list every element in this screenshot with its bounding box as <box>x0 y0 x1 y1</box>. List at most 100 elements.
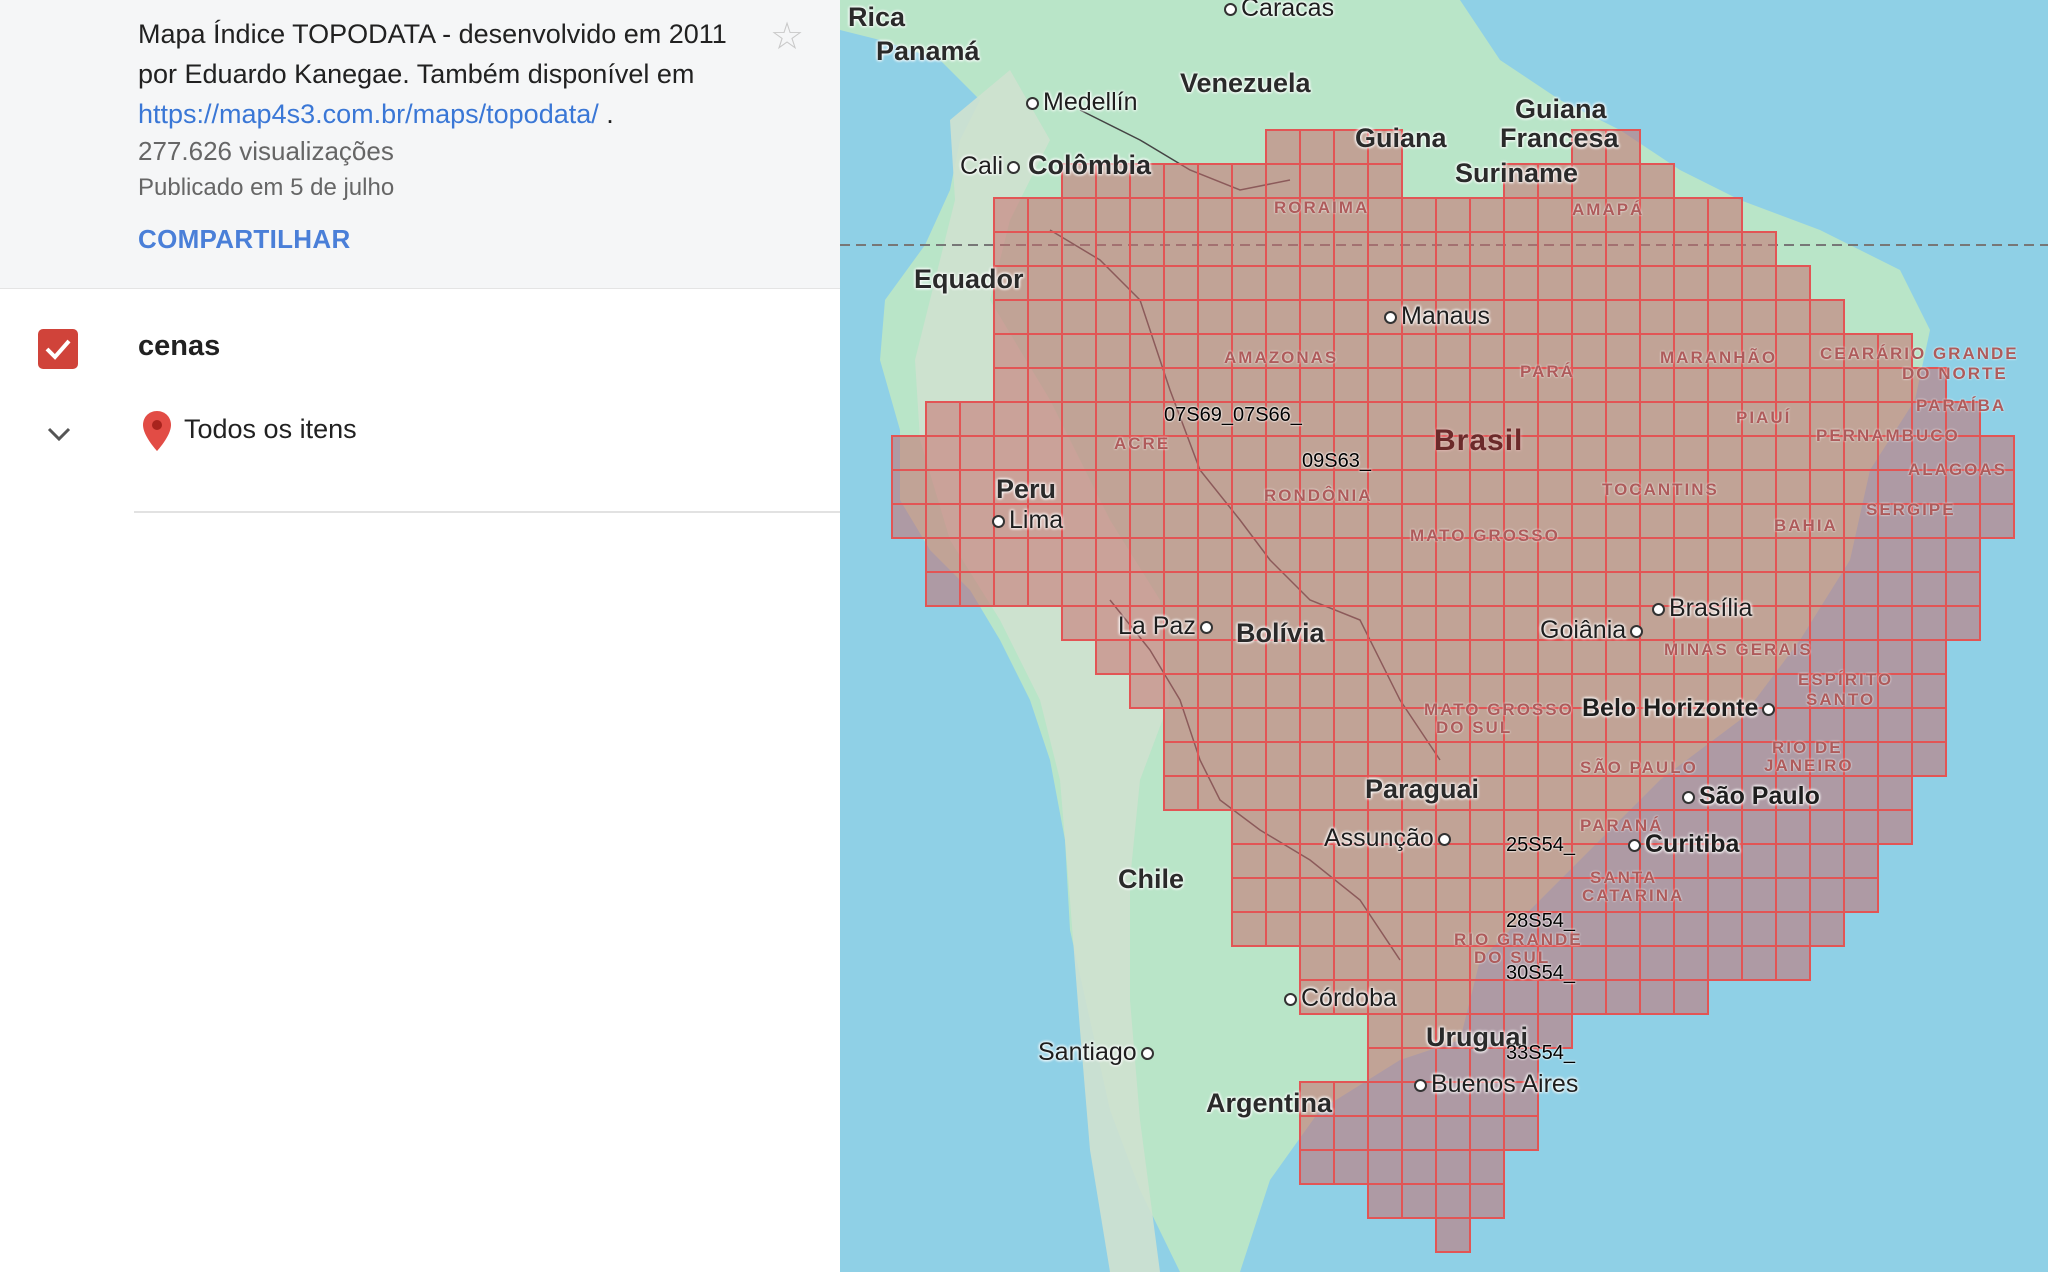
topodata-tile[interactable] <box>1741 843 1777 879</box>
topodata-tile[interactable] <box>1265 571 1301 607</box>
topodata-tile[interactable] <box>1469 333 1505 369</box>
topodata-tile[interactable] <box>1129 333 1165 369</box>
topodata-tile[interactable] <box>1129 537 1165 573</box>
topodata-tile[interactable] <box>1367 435 1403 471</box>
topodata-tile[interactable] <box>1231 435 1267 471</box>
topodata-tile[interactable] <box>1605 979 1641 1015</box>
topodata-tile[interactable] <box>1129 673 1165 709</box>
topodata-tile[interactable] <box>1333 401 1369 437</box>
topodata-tile[interactable] <box>1265 367 1301 403</box>
topodata-tile[interactable] <box>1469 843 1505 879</box>
topodata-tile[interactable] <box>1333 843 1369 879</box>
topodata-tile[interactable] <box>1231 775 1267 811</box>
topodata-tile[interactable] <box>1095 503 1131 539</box>
topodata-tile[interactable] <box>1197 775 1233 811</box>
topodata-tile[interactable] <box>1639 741 1675 777</box>
topodata-link[interactable]: https://map4s3.com.br/maps/topodata/ <box>138 99 599 129</box>
topodata-tile[interactable] <box>1877 809 1913 845</box>
topodata-tile[interactable] <box>1401 231 1437 267</box>
topodata-tile[interactable] <box>1095 231 1131 267</box>
topodata-tile[interactable] <box>1231 673 1267 709</box>
topodata-tile[interactable] <box>1537 775 1573 811</box>
topodata-tile[interactable] <box>1435 197 1471 233</box>
topodata-tile[interactable] <box>1537 673 1573 709</box>
topodata-tile[interactable] <box>1129 367 1165 403</box>
topodata-tile[interactable] <box>1877 741 1913 777</box>
topodata-tile[interactable] <box>1435 945 1471 981</box>
topodata-tile[interactable] <box>1639 231 1675 267</box>
topodata-tile[interactable] <box>1401 367 1437 403</box>
topodata-tile[interactable] <box>925 537 961 573</box>
topodata-tile[interactable] <box>1265 299 1301 335</box>
topodata-tile[interactable] <box>1469 1149 1505 1185</box>
topodata-tile[interactable] <box>1605 129 1641 165</box>
topodata-tile[interactable] <box>1809 571 1845 607</box>
topodata-tile[interactable] <box>1843 707 1879 743</box>
topodata-tile[interactable] <box>1469 197 1505 233</box>
topodata-tile[interactable] <box>1333 945 1369 981</box>
topodata-tile[interactable] <box>1469 605 1505 641</box>
topodata-tile[interactable] <box>1435 571 1471 607</box>
topodata-tile[interactable] <box>1367 843 1403 879</box>
topodata-tile[interactable] <box>1571 741 1607 777</box>
topodata-tile[interactable] <box>1401 1183 1437 1219</box>
topodata-tile[interactable] <box>1367 1115 1403 1151</box>
topodata-tile[interactable] <box>1605 163 1641 199</box>
topodata-tile[interactable] <box>1945 605 1981 641</box>
topodata-tile[interactable] <box>1503 537 1539 573</box>
topodata-tile[interactable] <box>1673 265 1709 301</box>
topodata-tile[interactable] <box>1367 469 1403 505</box>
topodata-tile[interactable] <box>959 537 995 573</box>
topodata-tile[interactable] <box>1129 401 1165 437</box>
topodata-tile[interactable] <box>1231 809 1267 845</box>
topodata-tile[interactable] <box>1673 299 1709 335</box>
topodata-tile[interactable] <box>1265 503 1301 539</box>
topodata-tile[interactable] <box>1095 163 1131 199</box>
topodata-tile[interactable] <box>1231 571 1267 607</box>
topodata-tile[interactable] <box>1265 707 1301 743</box>
topodata-tile[interactable] <box>1469 231 1505 267</box>
topodata-tile[interactable] <box>1401 537 1437 573</box>
topodata-tile[interactable] <box>1061 231 1097 267</box>
topodata-tile[interactable] <box>1503 605 1539 641</box>
topodata-tile[interactable] <box>1911 639 1947 675</box>
topodata-tile[interactable] <box>1265 231 1301 267</box>
topodata-tile[interactable] <box>1639 299 1675 335</box>
topodata-tile[interactable] <box>1197 231 1233 267</box>
topodata-tile[interactable] <box>1571 299 1607 335</box>
topodata-tile[interactable] <box>1605 911 1641 947</box>
topodata-tile[interactable] <box>1095 435 1131 471</box>
topodata-tile[interactable] <box>925 503 961 539</box>
topodata-tile[interactable] <box>1775 503 1811 539</box>
topodata-tile[interactable] <box>1877 775 1913 811</box>
topodata-tile[interactable] <box>1673 231 1709 267</box>
topodata-tile[interactable] <box>1673 367 1709 403</box>
topodata-tile[interactable] <box>1707 537 1743 573</box>
topodata-tile[interactable] <box>1775 605 1811 641</box>
topodata-tile[interactable] <box>1571 129 1607 165</box>
topodata-tile[interactable] <box>1537 435 1573 471</box>
topodata-tile[interactable] <box>1435 741 1471 777</box>
topodata-tile[interactable] <box>1605 503 1641 539</box>
topodata-tile[interactable] <box>1707 911 1743 947</box>
topodata-tile[interactable] <box>1809 809 1845 845</box>
topodata-tile[interactable] <box>1605 741 1641 777</box>
topodata-tile[interactable] <box>1027 367 1063 403</box>
topodata-tile[interactable] <box>1333 1081 1369 1117</box>
topodata-tile[interactable] <box>1367 265 1403 301</box>
topodata-tile[interactable] <box>1265 537 1301 573</box>
topodata-tile[interactable] <box>925 435 961 471</box>
topodata-tile[interactable] <box>1367 945 1403 981</box>
topodata-tile[interactable] <box>1367 333 1403 369</box>
topodata-tile[interactable] <box>1163 333 1199 369</box>
topodata-tile[interactable] <box>1367 1149 1403 1185</box>
tile-label[interactable]: 07S69_07S66_ <box>1164 404 1302 426</box>
topodata-tile[interactable] <box>1333 809 1369 845</box>
topodata-tile[interactable] <box>891 503 927 539</box>
topodata-tile[interactable] <box>1809 469 1845 505</box>
topodata-tile[interactable] <box>1571 435 1607 471</box>
topodata-tile[interactable] <box>1027 537 1063 573</box>
topodata-tile[interactable] <box>1469 265 1505 301</box>
topodata-tile[interactable] <box>1231 503 1267 539</box>
topodata-tile[interactable] <box>1333 129 1369 165</box>
